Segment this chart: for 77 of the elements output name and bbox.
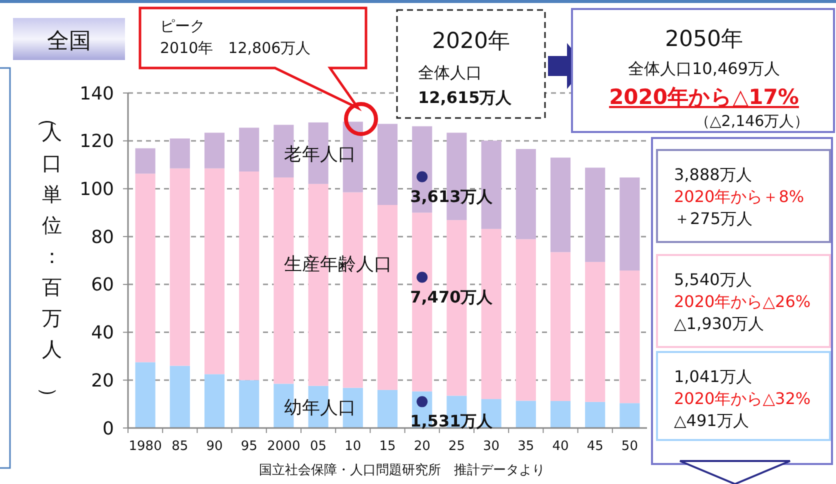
series-label: 生産年齢人口 (284, 254, 392, 276)
annotation: 2020年から△17% (609, 85, 799, 109)
bar (239, 171, 260, 380)
annotation: 7,470万人 (410, 287, 494, 306)
bar (135, 362, 156, 428)
x-tick-label: 50 (621, 439, 638, 454)
bar (516, 400, 536, 428)
bar (550, 400, 571, 428)
text: 全体人口10,469万人 (628, 59, 780, 78)
x-tick-label: 85 (172, 439, 188, 454)
x-tick-label: 35 (518, 439, 534, 454)
bar (239, 128, 260, 172)
text: △1,930万人 (674, 314, 764, 333)
bar (620, 403, 640, 428)
y-tick-label: 40 (91, 322, 114, 344)
text: 2020年から＋8% (674, 187, 804, 206)
text: （△2,146万人） (694, 112, 810, 130)
y-tick-label: 100 (80, 179, 114, 200)
series-label: 老年人口 (284, 144, 356, 165)
text: 2010年 12,806万人 (160, 39, 311, 57)
bar (550, 158, 571, 252)
bar (135, 174, 156, 362)
text: 3,888万人 (674, 165, 752, 184)
x-tick-label: 15 (379, 439, 396, 454)
x-tick-label: 10 (344, 439, 362, 454)
x-tick-label: 25 (448, 439, 465, 454)
bar (516, 239, 536, 401)
x-tick-label: 2000 (267, 439, 300, 454)
x-tick-label: 20 (414, 439, 430, 454)
y-tick-label: 140 (80, 83, 114, 104)
text: （人口単位：百万人） (37, 108, 62, 407)
text: 全体人口 (418, 63, 482, 82)
annotation: 1,531万人 (410, 412, 494, 431)
y-tick-label: 0 (102, 418, 114, 440)
text: 2020年 (432, 29, 510, 54)
x-tick-label: 1980 (128, 439, 162, 454)
bar (550, 252, 571, 401)
text: ピーク (160, 17, 205, 35)
text: 1,041万人 (674, 367, 752, 386)
bar (204, 132, 225, 168)
x-tick-label: 30 (483, 439, 500, 454)
x-tick-label: 40 (552, 439, 569, 454)
y-tick-label: 80 (91, 226, 114, 248)
bar (170, 138, 190, 168)
x-tick-label: 90 (206, 439, 223, 454)
bar (620, 270, 640, 404)
text: 国立社会保障・人口問題研究所 推計データより (259, 462, 545, 478)
bar (239, 380, 260, 428)
text: 2050年 (665, 27, 743, 52)
bar (204, 374, 225, 428)
y-tick-label: 20 (91, 370, 114, 392)
x-tick-label: 45 (586, 439, 604, 454)
annotation: 3,613万人 (410, 186, 494, 206)
bar (377, 204, 398, 390)
bar (377, 124, 398, 205)
bar (170, 168, 190, 366)
bar (585, 262, 606, 402)
text: 2020年から△32% (674, 389, 811, 408)
series-label: 幼年人口 (284, 398, 356, 419)
bar (516, 148, 536, 240)
annotation: 12,615万人 (418, 88, 513, 107)
bar (620, 177, 640, 271)
bar (585, 168, 606, 262)
text: 5,540万人 (674, 270, 752, 289)
text: 2020年から△26% (674, 292, 811, 311)
bar (585, 402, 606, 428)
x-tick-label: 95 (240, 439, 258, 454)
chart-title: 全国 (47, 29, 91, 54)
text: △491万人 (674, 411, 749, 430)
y-tick-label: 120 (80, 131, 114, 152)
bar (204, 168, 225, 374)
text: ＋275万人 (674, 209, 753, 228)
y-tick-label: 60 (91, 274, 114, 296)
bar (170, 366, 190, 428)
bar (135, 148, 156, 174)
bar (377, 390, 398, 428)
x-tick-label: 05 (310, 439, 327, 454)
